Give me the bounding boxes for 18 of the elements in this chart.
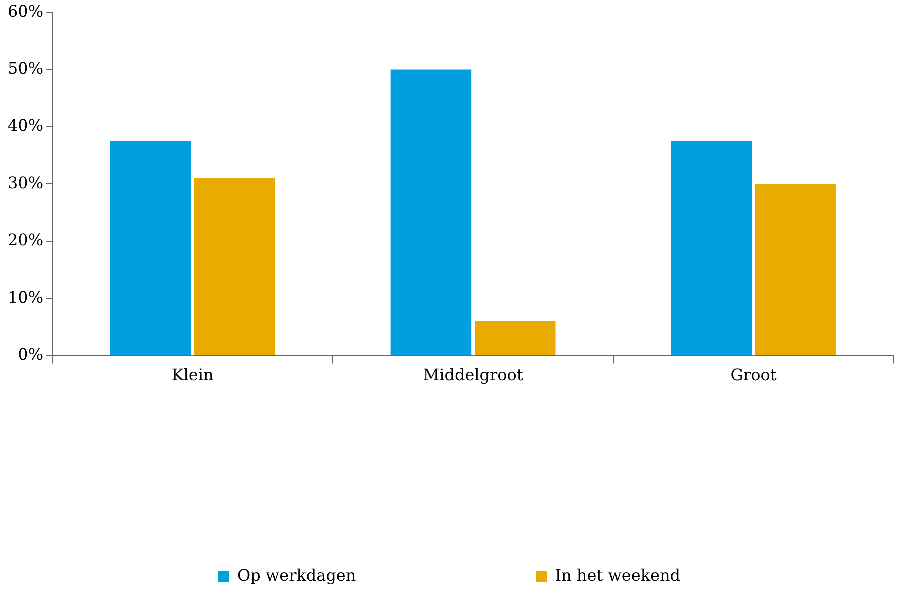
- x-tick-label: Groot: [730, 366, 778, 385]
- bar: [671, 141, 752, 356]
- legend-label: Op werkdagen: [237, 566, 356, 586]
- bar: [755, 184, 836, 356]
- legend-label: In het weekend: [555, 566, 681, 586]
- y-tick-label: 0%: [18, 344, 44, 364]
- y-tick-label: 20%: [8, 230, 44, 250]
- bar: [110, 141, 192, 356]
- bar: [194, 178, 276, 356]
- y-tick-label: 40%: [8, 116, 44, 136]
- x-tick-label: Klein: [172, 366, 214, 385]
- y-tick-label: 50%: [8, 58, 44, 78]
- y-tick-label: 10%: [8, 288, 44, 307]
- y-tick-label: 60%: [8, 2, 44, 21]
- bar: [390, 70, 472, 356]
- y-tick-label: 30%: [8, 173, 44, 192]
- bar: [474, 321, 556, 356]
- x-tick-label: Middelgroot: [423, 366, 524, 385]
